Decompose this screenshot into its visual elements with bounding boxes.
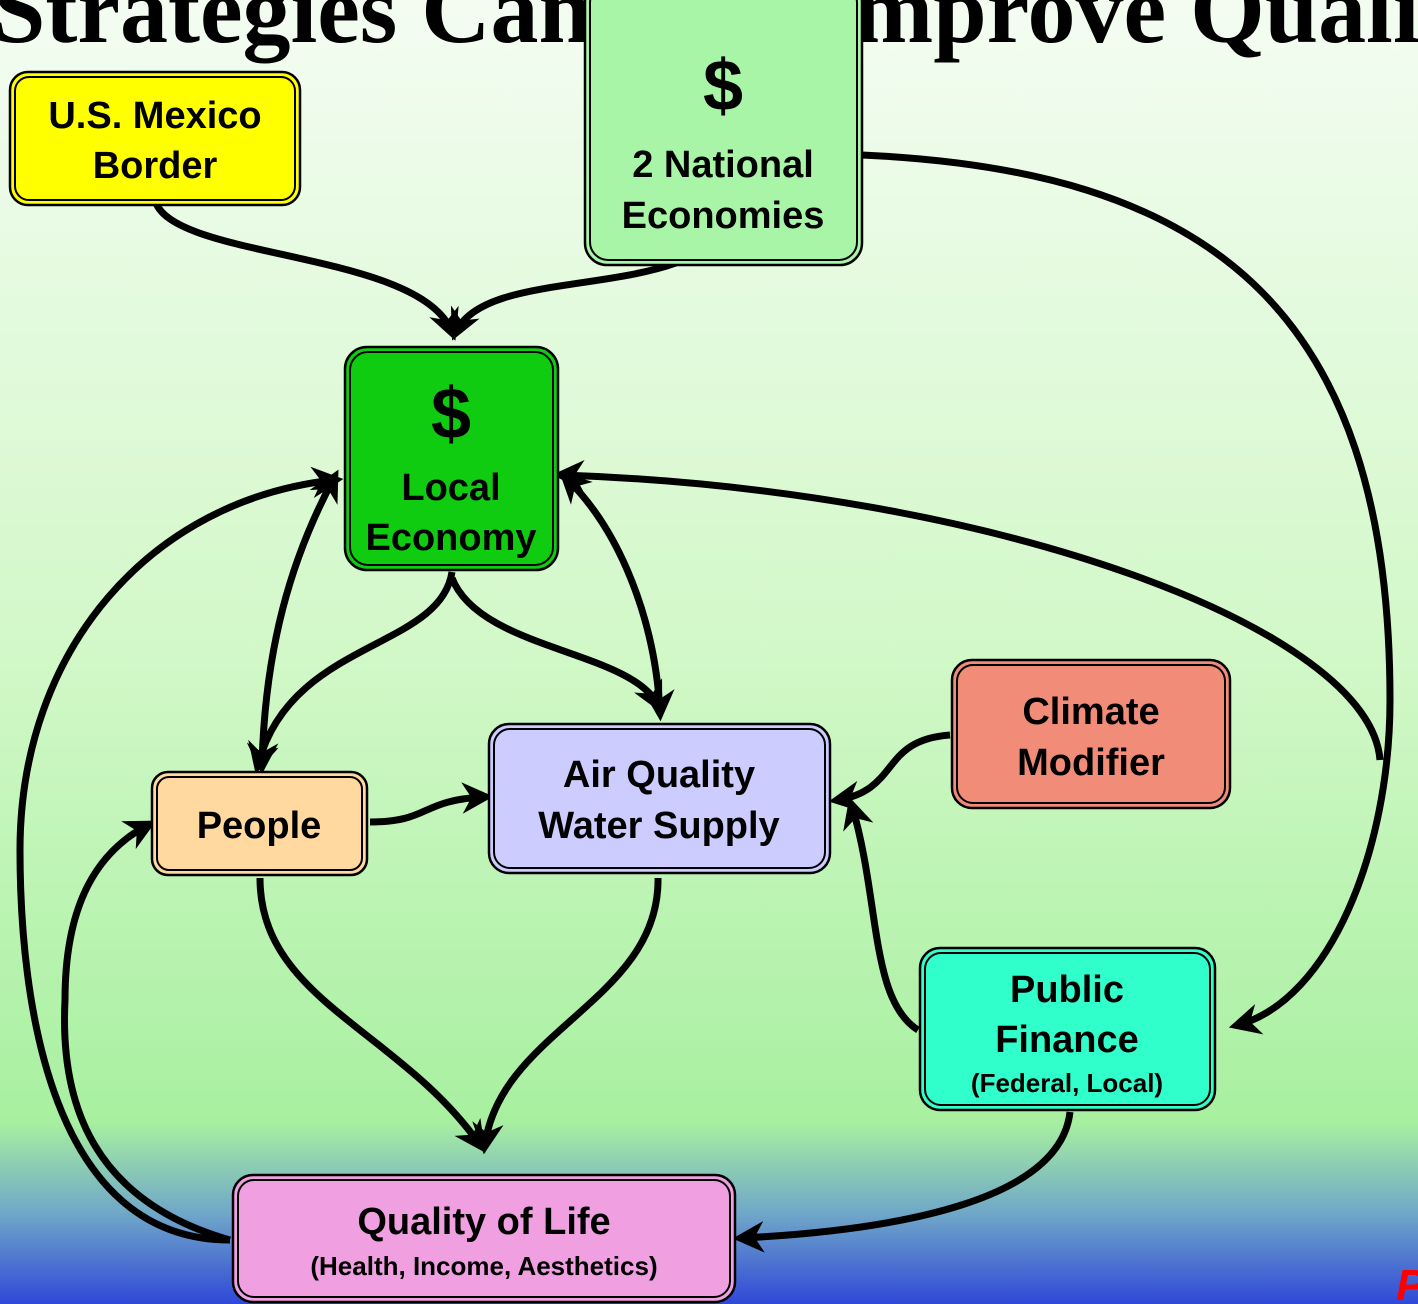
node-label: Finance [995, 1019, 1139, 1061]
node-label: Local [401, 467, 500, 509]
arrow [472, 877, 662, 1155]
node-box [8, 70, 302, 207]
node-label: U.S. Mexico [48, 95, 261, 137]
arrow [450, 259, 678, 341]
node-local: $ Local Economy [343, 345, 560, 572]
node-national: $ 2 National Economies [583, 0, 864, 267]
arrow [828, 731, 951, 813]
arrow [843, 796, 920, 1033]
arrow [559, 471, 675, 722]
node-border: U.S. Mexico Border [8, 70, 302, 207]
arrow [246, 469, 339, 775]
node-box [150, 770, 369, 877]
arrow [369, 782, 494, 826]
node-quality: Quality of Life (Health, Income, Aesthet… [231, 1173, 737, 1304]
footer: P [1396, 1261, 1418, 1304]
node-label: Economy [365, 517, 536, 559]
node-people: People [150, 770, 369, 877]
node-climate: Climate Modifier [950, 658, 1232, 810]
arrow [861, 151, 1394, 1035]
node-box [918, 946, 1217, 1112]
arrow [732, 1111, 1074, 1253]
node-frame [589, 0, 858, 261]
node-label: 2 National [632, 144, 814, 186]
node-frame [924, 952, 1211, 1106]
node-frame [14, 76, 296, 201]
arrow [16, 466, 344, 1244]
node-box [950, 658, 1232, 810]
node-frame [156, 776, 363, 871]
node-label: Public [1010, 969, 1124, 1011]
node-symbol: $ [703, 46, 743, 126]
node-air: Air Quality Water Supply [487, 722, 832, 875]
node-box [231, 1173, 737, 1304]
node-label: Economies [622, 195, 825, 237]
node-note: (Federal, Local) [971, 1068, 1163, 1098]
arrow [151, 198, 459, 341]
node-box [343, 345, 560, 572]
node-label: Border [93, 145, 218, 187]
node-label: People [197, 805, 322, 847]
node-frame [493, 728, 826, 869]
node-box [487, 722, 832, 875]
node-label: Water Supply [538, 805, 779, 847]
node-note: (Health, Income, Aesthetics) [310, 1251, 657, 1281]
node-frame [349, 351, 554, 566]
node-frame [956, 664, 1226, 804]
arrow [256, 877, 486, 1153]
arrow [552, 460, 1384, 761]
node-frame [237, 1179, 731, 1298]
node-label: Quality of Life [357, 1201, 610, 1243]
node-label: Air Quality [563, 754, 755, 796]
node-box [583, 0, 864, 267]
node-public: Public Finance (Federal, Local) [918, 946, 1217, 1112]
node-symbol: $ [431, 374, 471, 454]
node-label: Modifier [1017, 742, 1165, 784]
arrows [16, 151, 1394, 1253]
node-label: Climate [1022, 691, 1159, 733]
arrow [61, 820, 231, 1244]
